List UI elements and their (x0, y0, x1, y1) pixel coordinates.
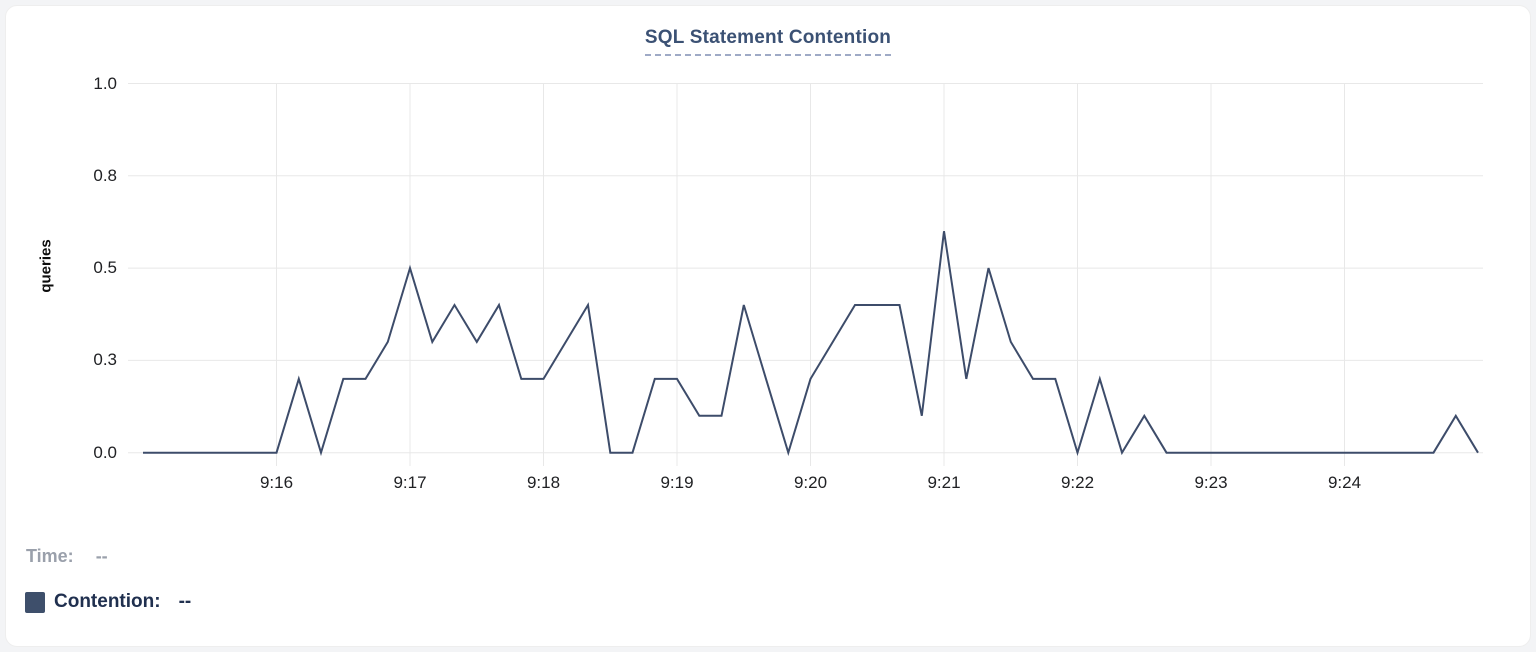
x-tick-label: 9:22 (1060, 473, 1095, 492)
legend-contention-label: Contention: (54, 591, 161, 612)
legend-time-value: -- (95, 546, 108, 566)
x-tick-label: 9:24 (1327, 473, 1362, 492)
y-axis-title: queries (37, 239, 55, 293)
legend-time-label: Time: (26, 546, 74, 566)
x-tick-label: 9:23 (1194, 473, 1228, 492)
y-tick-label: 0.0 (93, 442, 117, 462)
y-tick-label: 0.5 (93, 258, 117, 278)
legend-contention-row: Contention: -- (25, 591, 191, 613)
x-tick-label: 9:21 (927, 473, 961, 492)
chart-header: SQL Statement Contention (6, 27, 1530, 56)
x-tick-label: 9:19 (660, 473, 694, 492)
chart-stage: SQL Statement Contention 1.0 0.8 0.5 0.3 0.0… (5, 5, 1531, 646)
x-tick-label: 9:16 (259, 473, 294, 492)
chart-canvas[interactable] (5, 5, 1531, 520)
chart-panel: SQL Statement Contention 1.0 0.8 0.5 0.3 0.0… (5, 5, 1531, 647)
y-tick-label: 1.0 (93, 73, 117, 93)
x-tick-label: 9:18 (526, 473, 561, 492)
x-tick-label: 9:17 (393, 473, 427, 492)
contention-line (143, 231, 1479, 457)
contention-series-swatch (25, 591, 45, 613)
x-tick-label: 9:20 (793, 473, 828, 492)
legend-time-row: Time: -- (26, 546, 108, 567)
y-tick-label: 0.3 (93, 350, 117, 370)
chart-title[interactable]: SQL Statement Contention (644, 27, 892, 56)
y-tick-label: 0.8 (93, 165, 117, 185)
legend-contention-value: -- (178, 591, 192, 612)
